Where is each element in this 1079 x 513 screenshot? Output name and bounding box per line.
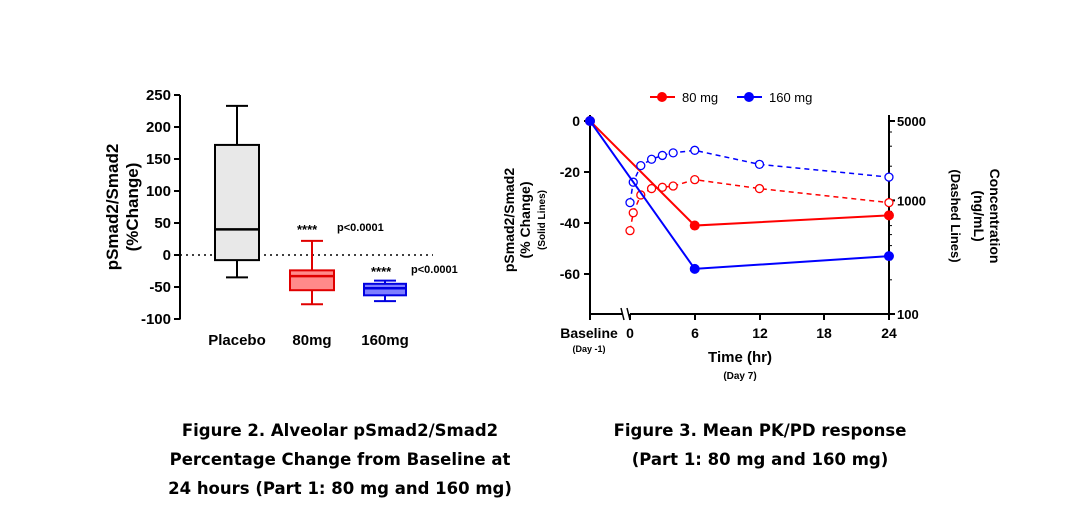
y-axis-label-line: pSmad2/Smad2 (103, 144, 122, 271)
left-y-axis-label-line: (% Change) (517, 182, 533, 259)
legend-marker (744, 92, 754, 102)
pk-marker (657, 150, 668, 161)
pd-marker (883, 210, 894, 221)
pk-marker (884, 172, 894, 182)
x-category-label: 80mg (292, 332, 331, 349)
pk-marker (625, 197, 635, 208)
legend-label: 80 mg (682, 90, 718, 105)
x-tick-label: 18 (816, 325, 832, 341)
left-y-axis-label: pSmad2/Smad2(% Change) (501, 168, 533, 272)
left-y-tick-label: -40 (560, 215, 580, 231)
pd-marker (689, 263, 700, 274)
x-baseline-sublabel: (Day -1) (572, 344, 605, 354)
right-y-tick-label: 1000 (897, 193, 926, 208)
series-160-mg (585, 116, 894, 274)
series-80-mg (585, 116, 894, 236)
legend-label: 160 mg (769, 90, 812, 105)
y-tick-label: 50 (154, 215, 171, 232)
pk-marker (628, 208, 638, 218)
legend-marker (657, 92, 667, 102)
x-axis-sublabel: (Day 7) (723, 371, 756, 382)
pk-marker (690, 174, 700, 185)
y-tick-label: 150 (146, 151, 171, 168)
right-y-axis-label-line: Concentration (987, 169, 1003, 264)
y-tick-label: 100 (146, 183, 171, 200)
x-tick-label: Baseline (560, 325, 618, 341)
figure-3-caption-line: (Part 1: 80 mg and 160 mg) (631, 450, 889, 469)
figure-3-caption-line: Figure 3. Mean PK/PD response (613, 421, 907, 440)
box-80mg (289, 269, 335, 292)
pk-marker (668, 181, 678, 191)
right-y-axis-sublabel: (Dashed Lines) (948, 169, 963, 262)
pkpd-line-chart: 0 -20 -40 -60 5000 1000 100 Baseline 0 6 12 18 24 (Da… (501, 90, 1003, 382)
pk-marker (636, 160, 646, 171)
pk-marker (668, 148, 678, 158)
x-axis-label: Time (hr) (708, 349, 772, 366)
pk-marker (754, 183, 765, 194)
x-category-label: Placebo (208, 332, 266, 349)
pk-marker (625, 225, 635, 236)
left-y-axis-label-line: pSmad2/Smad2 (501, 168, 517, 272)
significance-stars: **** (297, 222, 318, 237)
y-axis-label-line: (%Change) (123, 163, 142, 252)
pk-marker (646, 154, 657, 164)
left-y-tick-label: -20 (560, 164, 580, 180)
pk-marker (657, 182, 668, 192)
y-tick-label: 250 (146, 87, 171, 104)
p-value-label: p<0.0001 (337, 222, 384, 234)
left-y-tick-label: 0 (572, 113, 580, 129)
pk-marker (690, 145, 700, 155)
pk-dashed-line (629, 178, 890, 231)
pk-marker (754, 159, 765, 170)
x-category-label: 160mg (361, 332, 409, 349)
pk-dashed-line (629, 149, 890, 203)
y-axis-label: pSmad2/Smad2(%Change) (103, 144, 142, 271)
box-160mg (363, 282, 407, 297)
left-y-tick-label: -60 (560, 266, 580, 282)
y-tick-label: -50 (149, 279, 171, 296)
pd-marker (883, 251, 894, 262)
box-placebo (214, 143, 260, 262)
x-tick-label: 6 (691, 325, 699, 341)
right-y-tick-label: 5000 (897, 114, 926, 129)
pd-solid-line (589, 120, 890, 270)
y-tick-label: 0 (163, 247, 171, 264)
pk-marker (884, 197, 894, 208)
box-plot-chart: -100 -50 0 50 100 150 200 250 pSmad2/Smad2(%Chan… (103, 87, 458, 349)
x-tick-label: 12 (752, 325, 768, 341)
right-y-tick-label: 100 (897, 307, 919, 322)
pk-marker (646, 183, 657, 194)
significance-stars: **** (371, 264, 392, 279)
pd-marker (689, 220, 700, 231)
pd-marker (585, 116, 595, 126)
figure-2-caption-line: Figure 2. Alveolar pSmad2/Smad2 (181, 421, 499, 440)
figure-2-caption-line: Percentage Change from Baseline at (169, 450, 511, 469)
right-y-axis-label-line: (ng/mL) (971, 190, 987, 241)
right-y-axis-label: Concentration(ng/mL) (971, 169, 1003, 264)
y-tick-label: -100 (141, 311, 171, 328)
figure-3-caption: Figure 3. Mean PK/PD response (Part 1: 8… (570, 416, 950, 474)
axis-break-mark (620, 307, 625, 321)
left-y-axis-sublabel: (Solid Lines) (537, 190, 548, 250)
figure-2-caption: Figure 2. Alveolar pSmad2/Smad2 Percenta… (120, 416, 560, 503)
y-tick-label: 200 (146, 119, 171, 136)
x-tick-label: 0 (626, 325, 634, 341)
figure-2-caption-line: 24 hours (Part 1: 80 mg and 160 mg) (168, 479, 512, 498)
x-tick-label: 24 (881, 325, 897, 341)
p-value-label: p<0.0001 (411, 264, 458, 276)
